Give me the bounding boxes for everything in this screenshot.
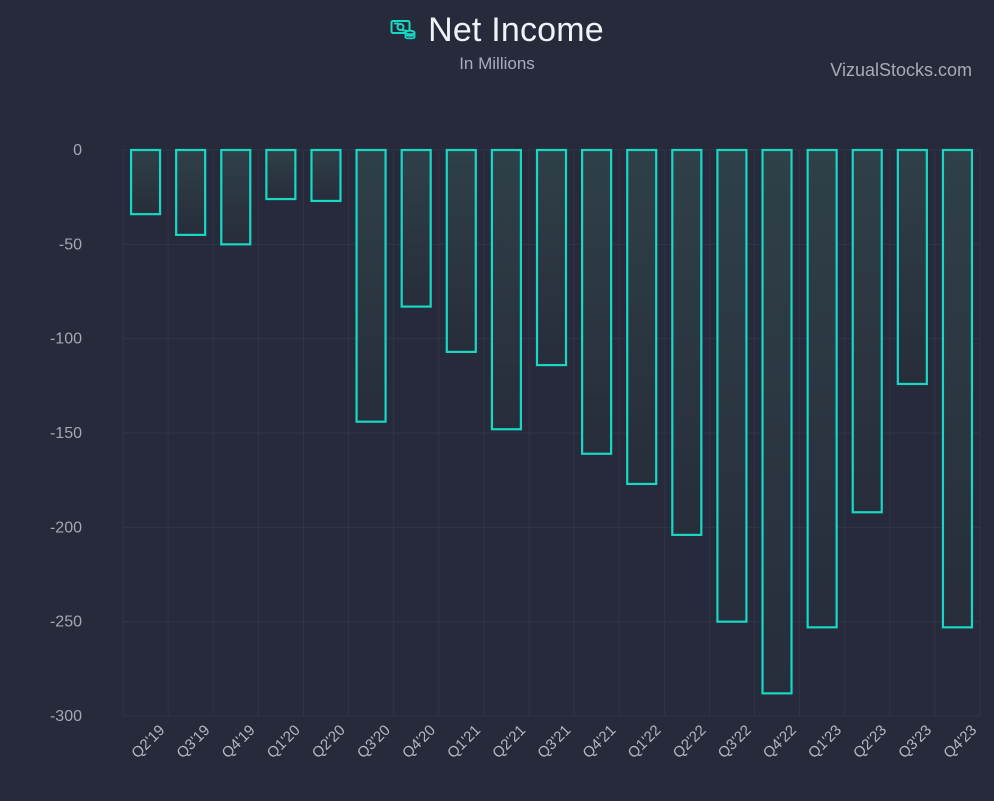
y-tick-label: -200: [50, 519, 82, 536]
net-income-bar: [355, 148, 387, 423]
x-tick-label: Q2'21: [489, 722, 529, 762]
net-income-bar: [626, 148, 658, 486]
x-tick-label: Q2'19: [128, 722, 168, 762]
net-income-bar: [806, 148, 838, 629]
y-tick-label: 0: [73, 142, 82, 159]
chart-subtitle: In Millions: [459, 54, 535, 73]
y-tick-label: -150: [50, 425, 82, 442]
net-income-bar: [400, 148, 432, 308]
net-income-bar: [761, 148, 793, 695]
net-income-bar: [851, 148, 883, 514]
x-tick-label: Q1'21: [444, 722, 484, 762]
net-income-bar: [445, 148, 477, 353]
x-tick-label: Q2'20: [309, 722, 349, 762]
x-tick-label: Q3'21: [534, 722, 574, 762]
y-tick-label: -100: [50, 331, 82, 348]
y-tick-label: -50: [59, 236, 82, 253]
net-income-bar: [265, 148, 297, 201]
net-income-bar: [490, 148, 522, 431]
net-income-bar: [310, 148, 342, 203]
net-income-bar: [535, 148, 568, 367]
x-tick-label: Q3'19: [173, 722, 213, 762]
x-tick-label: Q3'20: [354, 722, 394, 762]
net-income-bar: [175, 148, 207, 237]
watermark-link[interactable]: VizualStocks.com: [830, 60, 972, 80]
y-tick-label: -300: [50, 708, 82, 725]
x-tick-label: Q4'23: [940, 722, 980, 762]
x-tick-label: Q1'20: [264, 722, 304, 762]
x-tick-label: Q4'19: [219, 722, 259, 762]
x-tick-label: Q1'22: [625, 722, 665, 762]
x-tick-label: Q4'20: [399, 722, 439, 762]
net-income-bar: [716, 148, 748, 623]
net-income-bar: [220, 148, 252, 246]
x-tick-label: Q4'22: [760, 722, 800, 762]
net-income-bar: [129, 148, 162, 216]
x-tick-label: Q1'23: [805, 722, 845, 762]
x-tick-label: Q3'23: [895, 722, 935, 762]
net-income-bar: [941, 148, 974, 629]
x-tick-label: Q2'22: [670, 722, 710, 762]
net-income-bar: [896, 148, 928, 386]
y-tick-label: -250: [50, 614, 82, 631]
net-income-bar: [671, 148, 703, 536]
x-tick-label: Q3'22: [715, 722, 755, 762]
chart-header: Net Income: [0, 8, 994, 52]
x-tick-label: Q4'21: [579, 722, 619, 762]
net-income-bar: [581, 148, 613, 455]
x-tick-label: Q2'23: [850, 722, 890, 762]
money-stack-icon: [390, 18, 416, 42]
chart-title: Net Income: [428, 10, 604, 49]
